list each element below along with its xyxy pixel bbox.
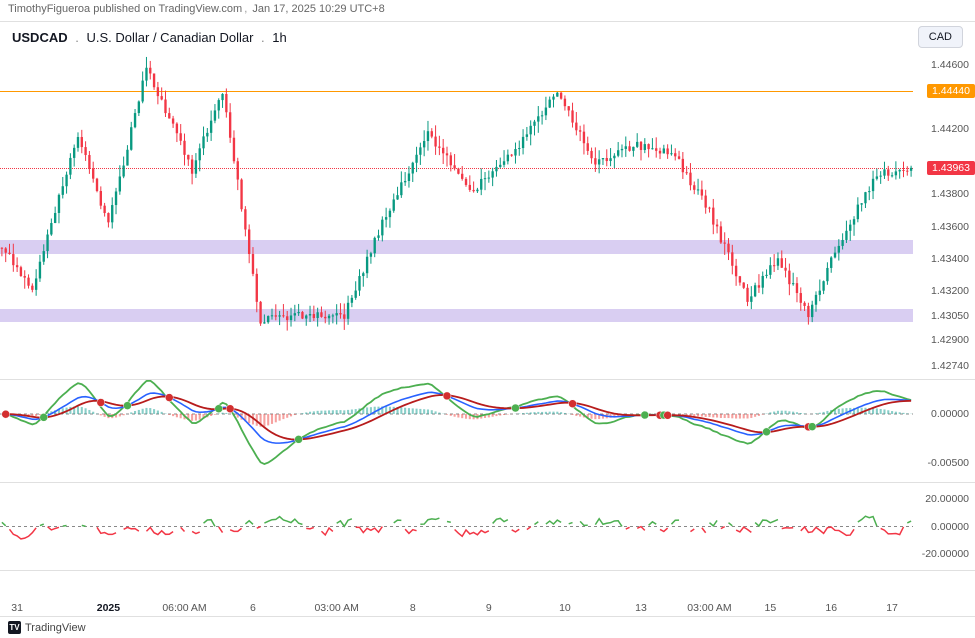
chart-title: USDCAD . U.S. Dollar / Canadian Dollar .… <box>12 30 287 45</box>
macd-panel[interactable]: 0.00000 -0.00500 <box>0 380 975 483</box>
time-tick: 03:00 AM <box>687 602 731 614</box>
oscillator-panel[interactable]: 20.00000 0.00000 -20.00000 <box>0 483 975 571</box>
osc-tick: 0.00000 <box>931 521 969 533</box>
chart-stack: 1.44600 1.44440 1.44200 1.43963 1.43800 1.436… <box>0 50 975 616</box>
price-tick: 1.42740 <box>931 360 969 372</box>
time-tick: 16 <box>825 602 837 614</box>
time-tick: 8 <box>410 602 416 614</box>
symbol-name: USDCAD <box>12 30 68 45</box>
osc-tick: 20.00000 <box>925 493 969 505</box>
resistance-price-tag: 1.44440 <box>927 84 975 98</box>
price-tick: 1.43800 <box>931 188 969 200</box>
price-tick: 1.44200 <box>931 123 969 135</box>
macd-tick: 0.00000 <box>931 408 969 420</box>
symbol-interval: 1h <box>272 30 286 45</box>
time-tick: 2025 <box>97 602 120 614</box>
publish-timestamp: Jan 17, 2025 10:29 UTC+8 <box>252 3 384 15</box>
osc-tick: -20.00000 <box>922 548 969 560</box>
price-tick: 1.44600 <box>931 59 969 71</box>
time-tick: 13 <box>635 602 647 614</box>
price-tick: 1.42900 <box>931 334 969 346</box>
time-tick: 31 <box>11 602 23 614</box>
time-tick: 03:00 AM <box>314 602 358 614</box>
footer-brand: TradingView <box>25 622 86 634</box>
published-on-text: published on <box>93 3 155 15</box>
time-tick: 06:00 AM <box>162 602 206 614</box>
price-tick: 1.43050 <box>931 310 969 322</box>
time-tick: 9 <box>486 602 492 614</box>
time-tick: 6 <box>250 602 256 614</box>
tradingview-logo-icon: TV <box>8 621 21 634</box>
current-price-tag: 1.43963 <box>927 161 975 175</box>
time-x-axis: 31 2025 06:00 AM 6 03:00 AM 8 9 10 13 03:00 AM 15 1… <box>0 596 913 616</box>
price-tick: 1.43600 <box>931 221 969 233</box>
macd-chart <box>0 380 975 482</box>
candlestick-chart <box>0 50 975 379</box>
macd-y-axis: 0.00000 -0.00500 <box>913 380 975 482</box>
time-tick: 17 <box>886 602 898 614</box>
price-panel[interactable]: 1.44600 1.44440 1.44200 1.43963 1.43800 1.436… <box>0 50 975 380</box>
price-tick: 1.43200 <box>931 285 969 297</box>
time-tick: 15 <box>765 602 777 614</box>
macd-tick: -0.00500 <box>928 457 969 469</box>
time-tick: 10 <box>559 602 571 614</box>
currency-button[interactable]: CAD <box>918 26 963 48</box>
symbol-desc: U.S. Dollar / Canadian Dollar <box>87 30 254 45</box>
publisher-name: TimothyFigueroa <box>8 3 90 15</box>
oscillator-chart <box>0 483 975 570</box>
price-y-axis: 1.44600 1.44440 1.44200 1.43963 1.43800 1.436… <box>913 50 975 379</box>
price-tick: 1.43400 <box>931 253 969 265</box>
publish-header: TimothyFigueroa published on TradingView… <box>0 0 975 22</box>
site-name: TradingView.com <box>158 3 242 15</box>
footer: TV TradingView <box>0 616 975 638</box>
oscillator-y-axis: 20.00000 0.00000 -20.00000 <box>913 483 975 570</box>
